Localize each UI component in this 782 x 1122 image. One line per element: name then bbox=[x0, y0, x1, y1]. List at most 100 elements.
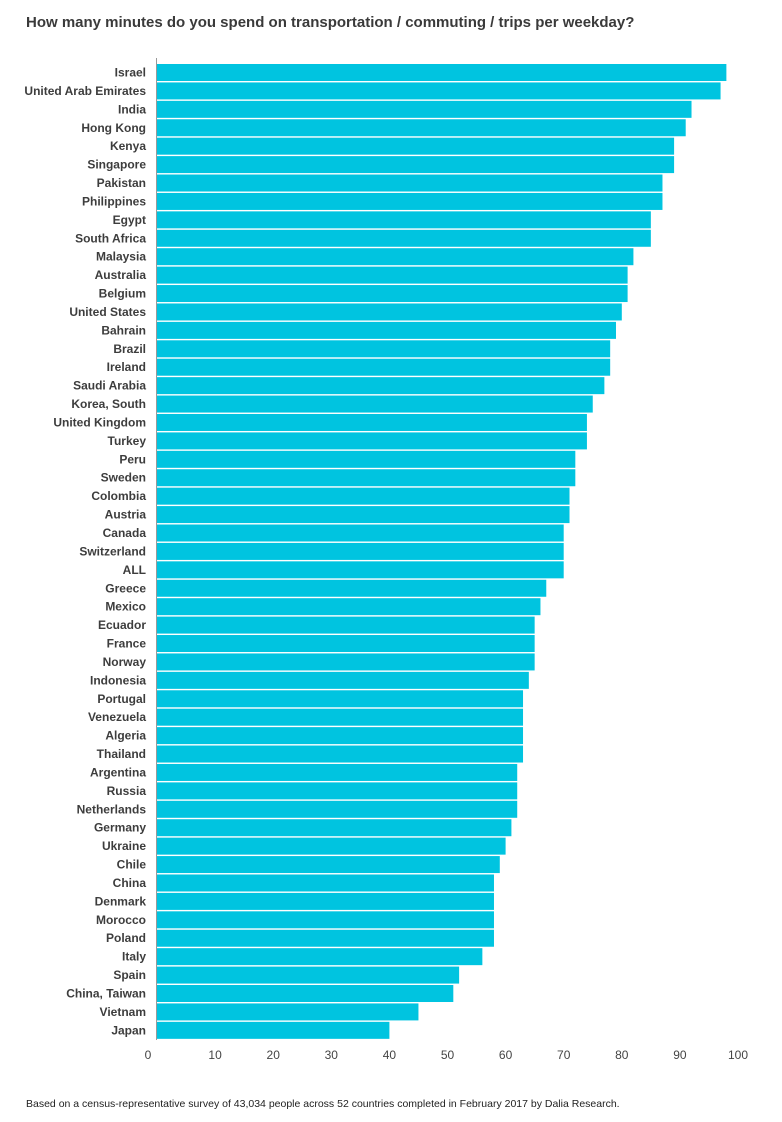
category-label: Ireland bbox=[107, 360, 146, 374]
category-label: Vietnam bbox=[100, 1005, 146, 1019]
x-tick-label: 50 bbox=[441, 1048, 455, 1062]
bar bbox=[157, 616, 535, 634]
category-label: Spain bbox=[113, 968, 146, 982]
category-label: Belgium bbox=[99, 287, 146, 301]
category-label: Germany bbox=[94, 821, 146, 835]
bar bbox=[157, 156, 675, 174]
category-label: Sweden bbox=[101, 471, 146, 485]
category-label: Australia bbox=[95, 268, 147, 282]
x-tick-label: 40 bbox=[383, 1048, 397, 1062]
bar bbox=[157, 819, 512, 837]
bar bbox=[157, 929, 494, 947]
bar bbox=[157, 229, 651, 247]
category-label: Canada bbox=[103, 526, 147, 540]
bar bbox=[157, 598, 541, 616]
bar bbox=[157, 763, 518, 781]
bar bbox=[157, 321, 616, 339]
bar bbox=[157, 708, 524, 726]
category-label: Indonesia bbox=[90, 673, 146, 687]
category-label: Ecuador bbox=[98, 618, 146, 632]
bar bbox=[157, 358, 611, 376]
category-label: ALL bbox=[123, 563, 146, 577]
bar bbox=[157, 211, 651, 229]
bar bbox=[157, 1003, 419, 1021]
bar bbox=[157, 413, 587, 431]
category-label: United Kingdom bbox=[53, 415, 146, 429]
bar bbox=[157, 137, 675, 155]
category-label: Algeria bbox=[105, 729, 146, 743]
x-tick-label: 30 bbox=[325, 1048, 339, 1062]
bar bbox=[157, 653, 535, 671]
bar bbox=[157, 985, 454, 1002]
bar bbox=[157, 671, 529, 689]
bar bbox=[157, 690, 524, 708]
x-tick-label: 20 bbox=[267, 1048, 281, 1062]
category-label: Japan bbox=[111, 1023, 146, 1037]
bar-chart: Israel United Arab Emirates India Hong Kong… bbox=[24, 58, 749, 1062]
category-label: China bbox=[113, 876, 147, 890]
bar bbox=[157, 285, 628, 303]
chart-title: How many minutes do you spend on transpo… bbox=[26, 14, 635, 31]
category-label: Austria bbox=[105, 508, 147, 522]
category-label: Chile bbox=[117, 858, 147, 872]
bar bbox=[157, 64, 727, 81]
category-label: Philippines bbox=[82, 194, 146, 208]
bar bbox=[157, 469, 576, 487]
category-label: Singapore bbox=[87, 158, 146, 172]
category-labels: Israel United Arab Emirates India Hong Kong… bbox=[24, 66, 146, 1038]
category-label: Netherlands bbox=[77, 802, 147, 816]
x-tick-label: 0 bbox=[145, 1048, 152, 1062]
bar bbox=[157, 266, 628, 284]
bar bbox=[157, 174, 663, 192]
bar bbox=[157, 745, 524, 763]
bar bbox=[157, 782, 518, 800]
category-label: South Africa bbox=[75, 231, 146, 245]
category-label: Colombia bbox=[91, 489, 146, 503]
category-label: Saudi Arabia bbox=[73, 379, 146, 393]
bar bbox=[157, 837, 506, 855]
x-tick-label: 100 bbox=[728, 1048, 748, 1062]
category-label: Thailand bbox=[97, 747, 146, 761]
x-tick-label: 60 bbox=[499, 1048, 513, 1062]
category-label: Pakistan bbox=[97, 176, 146, 190]
category-label: United Arab Emirates bbox=[24, 84, 146, 98]
category-label: Brazil bbox=[113, 342, 146, 356]
category-label: Switzerland bbox=[79, 544, 146, 558]
bar bbox=[157, 874, 494, 892]
category-label: Kenya bbox=[110, 139, 146, 153]
category-label: China, Taiwan bbox=[66, 987, 146, 1001]
category-label: Russia bbox=[107, 784, 147, 798]
bars-layer bbox=[157, 64, 727, 1039]
bar bbox=[157, 727, 524, 745]
bar bbox=[157, 579, 547, 597]
category-label: Bahrain bbox=[101, 323, 146, 337]
category-label: Korea, South bbox=[71, 397, 146, 411]
bar bbox=[157, 192, 663, 210]
bar bbox=[157, 377, 605, 395]
bar bbox=[157, 635, 535, 653]
bar bbox=[157, 892, 494, 910]
bar bbox=[157, 395, 593, 413]
bar bbox=[157, 303, 622, 321]
bar bbox=[157, 248, 634, 266]
bar bbox=[157, 561, 564, 579]
x-axis-ticks: 0 10 20 30 40 50 60 70 80 90 100 bbox=[145, 1048, 749, 1062]
x-tick-label: 70 bbox=[557, 1048, 571, 1062]
category-label: France bbox=[107, 637, 147, 651]
category-label: Turkey bbox=[108, 434, 147, 448]
category-label: Greece bbox=[105, 581, 146, 595]
bar bbox=[157, 911, 494, 929]
category-label: Poland bbox=[106, 931, 146, 945]
category-label: Peru bbox=[119, 452, 146, 466]
bar bbox=[157, 856, 500, 874]
bar bbox=[157, 100, 692, 118]
category-label: Hong Kong bbox=[81, 121, 146, 135]
x-tick-label: 80 bbox=[615, 1048, 629, 1062]
bar bbox=[157, 948, 483, 966]
bar bbox=[157, 119, 686, 137]
bar bbox=[157, 432, 587, 450]
bar bbox=[157, 506, 570, 524]
category-label: Israel bbox=[115, 66, 146, 80]
footnote: Based on a census-representative survey … bbox=[26, 1098, 620, 1110]
bar bbox=[157, 542, 564, 560]
